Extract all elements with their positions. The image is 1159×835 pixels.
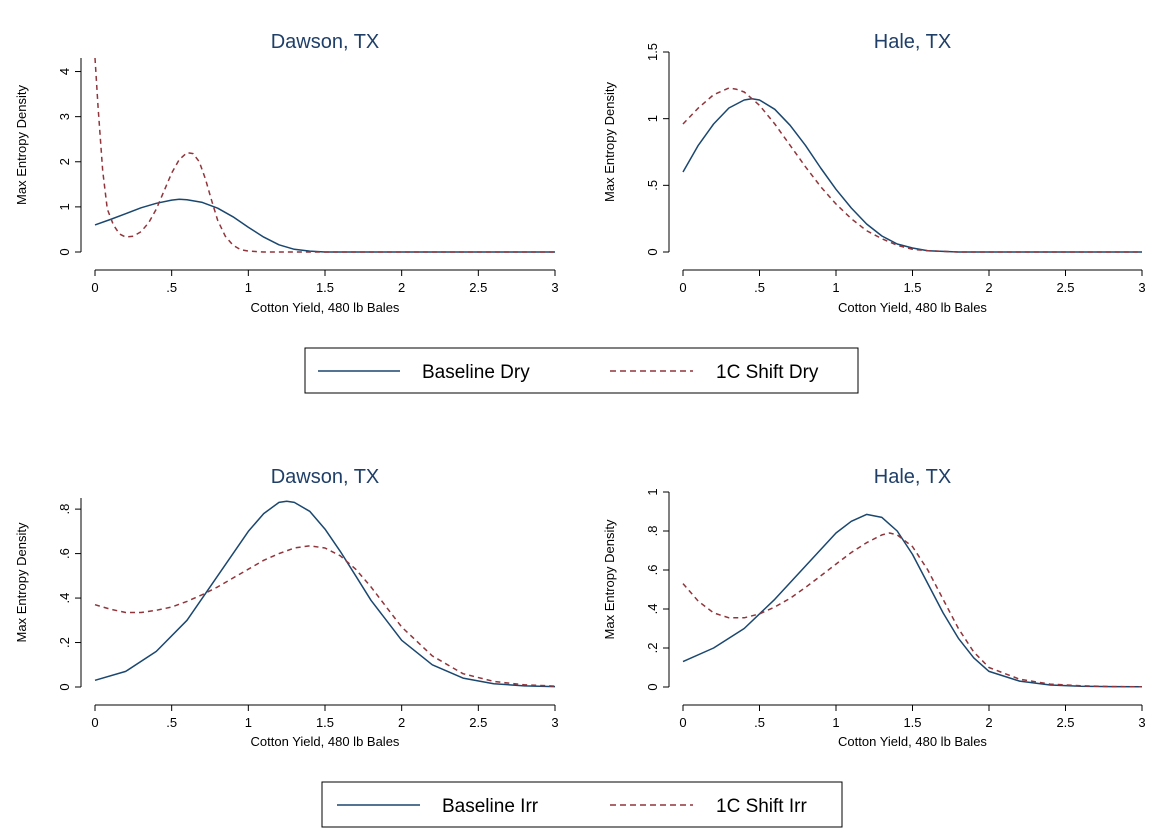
x-tick-label: 2 <box>398 280 405 295</box>
y-tick-label: .4 <box>57 593 72 604</box>
chart-panel: Dawson, TX 0 .2 .4 .6 .8 0 .5 1 1.5 2 2.5 3 Cotton Yi… <box>14 466 559 749</box>
x-tick-label: .5 <box>166 280 177 295</box>
chart-panel: Dawson, TX 0 1 2 3 4 0 .5 1 1.5 2 2.5 3 Cotton Yield,… <box>14 31 559 315</box>
y-tick-label: 1 <box>645 115 660 122</box>
series-line-baseline <box>682 513 1143 688</box>
x-tick-label: 2 <box>985 715 992 730</box>
legend-shift-label: 1C Shift Irr <box>716 796 807 817</box>
y-tick-label: 0 <box>645 248 660 255</box>
x-tick-label: 1 <box>832 715 839 730</box>
y-tick-label: .8 <box>645 526 660 537</box>
x-tick-label: 1.5 <box>903 280 921 295</box>
series-line-baseline <box>94 500 556 688</box>
x-tick-label: .5 <box>754 280 765 295</box>
x-axis-label: Cotton Yield, 480 lb Bales <box>838 734 987 749</box>
x-tick-label: 2.5 <box>469 280 487 295</box>
x-tick-label: .5 <box>166 715 177 730</box>
x-tick-label: 2.5 <box>1056 280 1074 295</box>
series-line-shift <box>682 532 1143 688</box>
x-tick-label: 2.5 <box>469 715 487 730</box>
y-tick-label: .5 <box>645 180 660 191</box>
legend-shift-label: 1C Shift Dry <box>716 362 819 383</box>
x-axis-label: Cotton Yield, 480 lb Bales <box>838 300 987 315</box>
y-axis-label: Max Entropy Density <box>14 522 29 642</box>
x-tick-label: 3 <box>551 280 558 295</box>
x-tick-label: 2.5 <box>1056 715 1074 730</box>
x-tick-label: 3 <box>1138 715 1145 730</box>
y-axis-label: Max Entropy Density <box>602 82 617 202</box>
x-tick-label: 1 <box>832 280 839 295</box>
y-tick-label: 0 <box>645 683 660 690</box>
x-tick-label: 2 <box>398 715 405 730</box>
x-tick-label: 0 <box>679 715 686 730</box>
y-tick-label: 1.5 <box>645 43 660 61</box>
x-tick-label: 1.5 <box>316 715 334 730</box>
y-tick-label: 2 <box>57 158 72 165</box>
x-tick-label: 0 <box>679 280 686 295</box>
legend-baseline-label: Baseline Dry <box>422 362 530 383</box>
series-line-shift <box>94 57 555 253</box>
x-tick-label: 1.5 <box>316 280 334 295</box>
series-line-shift <box>94 545 556 687</box>
y-tick-label: .2 <box>57 637 72 648</box>
x-tick-label: .5 <box>754 715 765 730</box>
x-axis-label: Cotton Yield, 480 lb Bales <box>251 300 400 315</box>
y-tick-label: 1 <box>645 488 660 495</box>
y-axis-label: Max Entropy Density <box>14 85 29 205</box>
chart-title: Hale, TX <box>874 466 951 488</box>
chart-panel: Hale, TX 0 .2 .4 .6 .8 1 0 .5 1 1.5 2 2.5 3 Cotton Yie… <box>602 466 1146 749</box>
y-tick-label: .8 <box>57 504 72 515</box>
y-tick-label: 0 <box>57 248 72 255</box>
x-tick-label: 0 <box>91 715 98 730</box>
y-tick-label: 0 <box>57 683 72 690</box>
legend-baseline-label: Baseline Irr <box>442 796 539 817</box>
chart-panel: Hale, TX 0 .5 1 1.5 0 .5 1 1.5 2 2.5 3 Cotton Yield,… <box>602 31 1146 315</box>
y-tick-label: .6 <box>645 565 660 576</box>
y-tick-label: .2 <box>645 643 660 654</box>
x-tick-label: 0 <box>91 280 98 295</box>
y-tick-label: .4 <box>645 604 660 615</box>
x-tick-label: 1 <box>245 715 252 730</box>
x-tick-label: 1.5 <box>903 715 921 730</box>
legend-irr: Baseline Irr 1C Shift Irr <box>321 781 843 828</box>
y-axis-label: Max Entropy Density <box>602 519 617 639</box>
x-tick-label: 3 <box>1138 280 1145 295</box>
series-line-baseline <box>682 97 1142 253</box>
series-line-baseline <box>94 198 555 253</box>
chart-title: Hale, TX <box>874 31 951 53</box>
series-line-shift <box>682 87 1142 253</box>
y-tick-label: 3 <box>57 113 72 120</box>
chart-title: Dawson, TX <box>271 466 380 488</box>
x-tick-label: 3 <box>551 715 558 730</box>
legend-dry: Baseline Dry 1C Shift Dry <box>304 347 859 394</box>
y-tick-label: 4 <box>57 68 72 75</box>
x-tick-label: 2 <box>985 280 992 295</box>
chart-title: Dawson, TX <box>271 31 380 53</box>
x-tick-label: 1 <box>245 280 252 295</box>
y-tick-label: .6 <box>57 548 72 559</box>
x-axis-label: Cotton Yield, 480 lb Bales <box>251 734 400 749</box>
y-tick-label: 1 <box>57 203 72 210</box>
